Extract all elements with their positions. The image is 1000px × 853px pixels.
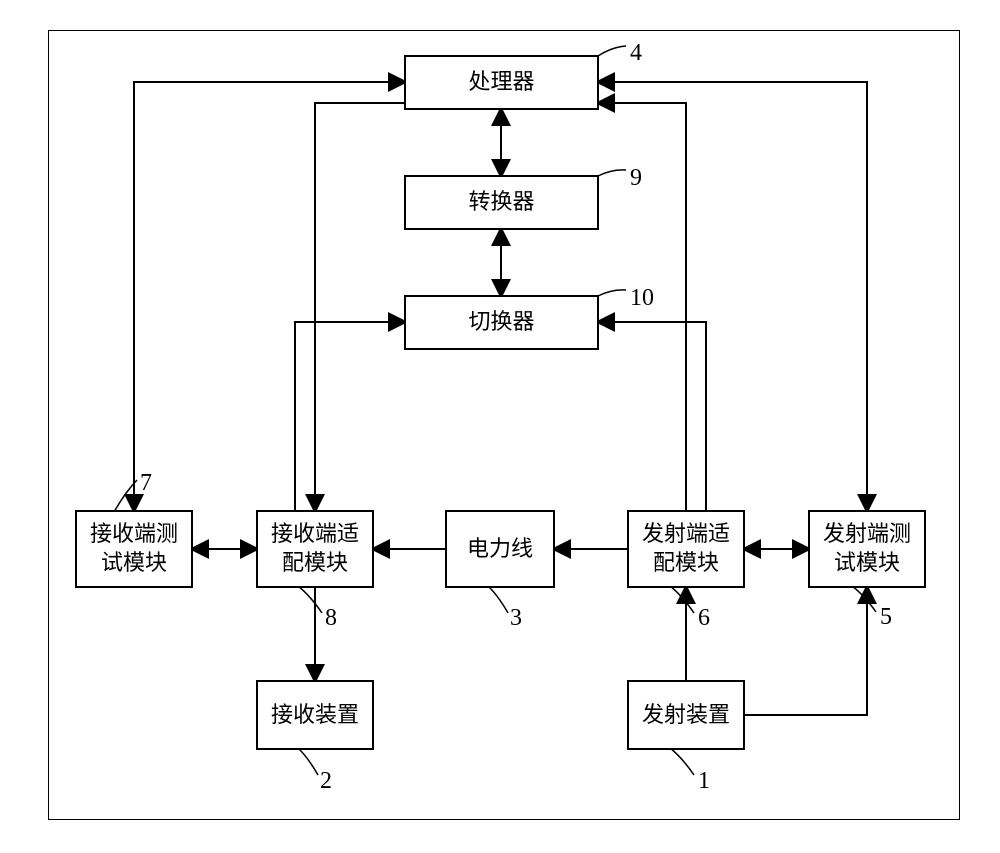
node-label: 接收装置 bbox=[271, 701, 359, 730]
ref-label-4: 4 bbox=[630, 40, 642, 67]
node-label: 发射端适配模块 bbox=[642, 520, 730, 577]
node-rx-test: 接收端测试模块 bbox=[75, 510, 193, 588]
ref-label-2: 2 bbox=[320, 768, 332, 795]
node-label: 发射端测试模块 bbox=[823, 520, 911, 577]
ref-label-6: 6 bbox=[698, 605, 710, 632]
ref-label-5: 5 bbox=[880, 604, 892, 631]
node-label: 接收端适配模块 bbox=[271, 520, 359, 577]
node-label: 处理器 bbox=[468, 68, 534, 97]
node-processor: 处理器 bbox=[404, 55, 599, 110]
node-label: 接收端测试模块 bbox=[90, 520, 178, 577]
node-label: 切换器 bbox=[468, 308, 534, 337]
node-powerline: 电力线 bbox=[445, 510, 555, 588]
diagram-frame bbox=[48, 30, 960, 820]
node-label: 转换器 bbox=[468, 188, 534, 217]
node-tx-adapter: 发射端适配模块 bbox=[627, 510, 745, 588]
ref-label-7: 7 bbox=[140, 470, 152, 497]
node-converter: 转换器 bbox=[404, 175, 599, 230]
node-receiver: 接收装置 bbox=[256, 680, 374, 750]
ref-label-8: 8 bbox=[325, 605, 337, 632]
node-label: 发射装置 bbox=[642, 701, 730, 730]
ref-label-3: 3 bbox=[510, 605, 522, 632]
node-label: 电力线 bbox=[467, 535, 533, 564]
node-switcher: 切换器 bbox=[404, 295, 599, 350]
node-rx-adapter: 接收端适配模块 bbox=[256, 510, 374, 588]
node-tx-test: 发射端测试模块 bbox=[808, 510, 926, 588]
node-transmitter: 发射装置 bbox=[627, 680, 745, 750]
ref-label-9: 9 bbox=[630, 165, 642, 192]
ref-label-1: 1 bbox=[698, 768, 710, 795]
ref-label-10: 10 bbox=[630, 285, 654, 312]
